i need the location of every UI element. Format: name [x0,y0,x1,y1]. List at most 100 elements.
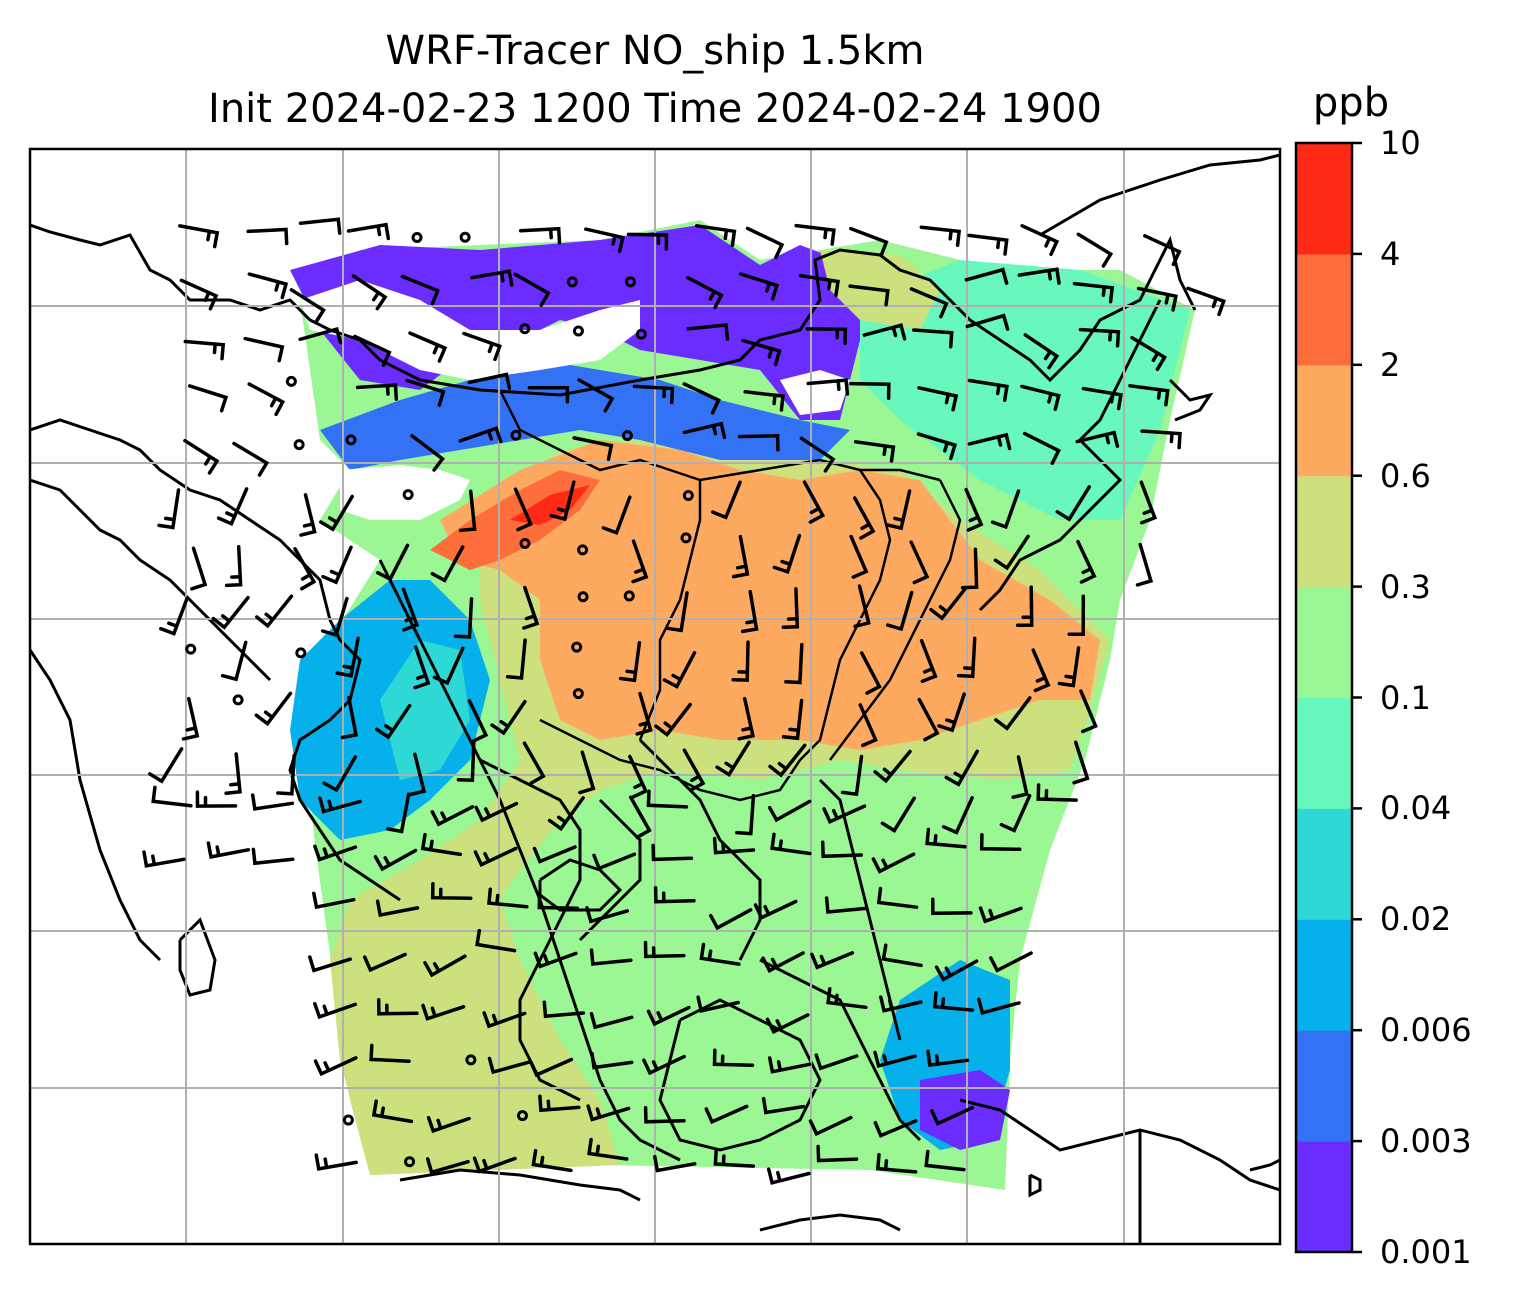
colorbar-segment [1296,697,1352,809]
wind-barb [547,796,585,832]
wind-barb [190,546,208,591]
wind-barb [376,998,419,1016]
wind-barb [696,995,740,1013]
wind-barb [1130,335,1168,372]
wind-barb [425,1157,470,1175]
wind-barb [873,1050,918,1069]
wind-barb [313,1056,358,1077]
wind-barb [247,272,289,300]
wind-barb [770,832,812,856]
wind-barb [873,749,912,784]
wind-barb [400,274,440,306]
calm-wind-circle [624,276,636,288]
wind-barb [766,1167,811,1185]
wind-barb [142,850,186,868]
wind-barb [410,434,445,472]
wind-barb [643,940,686,959]
wind-barb [929,586,968,621]
wind-barb [187,384,229,413]
colorbar-tick-label: 0.001 [1380,1233,1472,1271]
colorbar-segment [1296,364,1352,477]
wind-barb [587,1137,629,1161]
colorbar-tick-label: 2 [1380,345,1401,384]
calm-wind-circle [572,688,584,700]
wind-barb [1135,542,1154,587]
calm-wind-circle [342,1114,354,1126]
wind-barb [590,1051,634,1070]
wind-barb [246,227,289,246]
calm-wind-circle [680,532,692,544]
wind-barb [643,1106,686,1124]
wind-barb [318,796,362,814]
wind-barb [761,1096,806,1115]
wind-barb [794,223,836,246]
wind-barb [1079,689,1098,734]
wind-barb [321,545,353,585]
wind-barb [312,891,356,910]
wind-barb [909,287,949,319]
calm-wind-circle [345,434,357,446]
wind-barb [1136,286,1178,312]
wind-barb [994,696,1032,731]
wind-barb [505,638,527,680]
wind-barb [919,639,938,684]
wind-barb [740,589,759,634]
wind-barb [1075,430,1120,448]
wind-barb [808,1115,853,1137]
wind-barb [737,696,755,741]
wind-barb [1057,646,1081,688]
wind-barb [255,594,294,629]
wind-barb [522,585,540,630]
wind-barb [822,804,867,825]
colorbar-segment [1296,475,1352,588]
colorbar-tick-label: 10 [1380,124,1421,162]
wind-barb [820,840,863,859]
wind-barb [781,587,800,630]
wind-barb [148,747,184,784]
wind-barb [1017,267,1061,285]
wind-barb [632,384,675,405]
wind-barb [375,899,420,918]
wind-barb [513,272,551,308]
wind-barb [413,645,431,690]
wind-barb [646,789,689,809]
wind-barb [1072,740,1090,785]
wind-barb [589,1011,634,1030]
calm-wind-circle [621,430,633,442]
wind-barb [335,636,360,678]
calm-wind-circle [566,276,578,288]
calm-wind-circle [510,429,522,441]
wind-barb [934,959,979,982]
wind-barb [737,434,780,452]
concentration-field [290,220,1195,1190]
wind-barb [1081,386,1123,411]
wind-barb [715,740,751,778]
wind-barb [532,845,577,864]
wind-barb [919,225,962,248]
wind-barb [978,906,1023,924]
wind-barb [849,226,889,257]
calm-wind-circle [293,439,305,451]
colorbar-tick-label: 0.6 [1380,456,1431,495]
wind-barb [232,441,270,477]
wind-barb [1072,281,1115,304]
wind-barb [956,636,977,679]
wind-barb [423,954,467,978]
calm-wind-circle [572,325,584,337]
wind-barb [179,278,219,311]
wind-barb [880,796,916,834]
wind-barb [682,382,721,415]
wind-barb [362,952,407,973]
wind-barb [1076,539,1097,584]
calm-wind-circle [519,538,531,550]
wind-barb [765,1013,810,1035]
calm-wind-circle [404,1156,416,1168]
wind-barb [626,232,669,251]
colorbar [1294,141,1362,1254]
wind-barb [642,1054,686,1076]
wind-barb [467,372,512,390]
wind-barb [401,587,420,632]
wind-barb [462,331,502,362]
wind-barb [941,796,974,835]
field-level-0.1-ne [860,260,1190,520]
